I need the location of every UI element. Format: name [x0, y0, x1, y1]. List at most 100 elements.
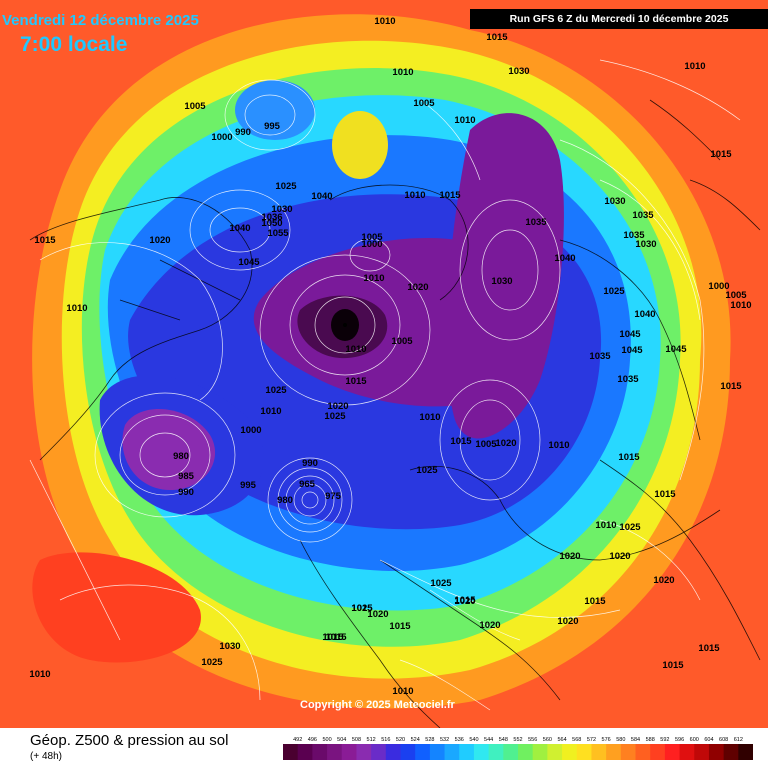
scale-tick-label: 532 [440, 737, 449, 743]
pressure-label: 1040 [311, 191, 332, 202]
pressure-label: 1020 [327, 401, 348, 412]
pressure-label: 1025 [201, 657, 223, 668]
pressure-label: 1010 [392, 67, 413, 78]
scale-swatch [635, 744, 651, 760]
pressure-label: 1040 [634, 309, 655, 320]
pressure-label: 1025 [430, 578, 452, 589]
scale-swatch [473, 744, 490, 760]
pressure-label: 980 [173, 451, 189, 462]
pressure-label: 1010 [684, 61, 705, 72]
scale-swatch [723, 744, 739, 760]
pressure-label: 985 [178, 471, 195, 482]
pressure-label: 975 [325, 491, 342, 502]
scale-swatch [327, 744, 343, 760]
pressure-label: 1040 [554, 253, 575, 264]
scale-swatch [459, 744, 475, 760]
scale-swatch [488, 744, 504, 760]
scale-tick-label: 572 [587, 737, 596, 743]
scale-swatch [312, 744, 328, 760]
pressure-label: 1015 [486, 32, 508, 43]
pressure-label: 1000 [240, 425, 261, 436]
isobars [29, 59, 741, 711]
scale-tick-label: 544 [484, 737, 493, 743]
vortex-purple-b [446, 113, 564, 439]
scale-tick-label: 560 [543, 737, 552, 743]
pressure-label: 1010 [363, 273, 384, 284]
pressure-label: 1025 [275, 181, 297, 192]
scale-swatch [664, 744, 681, 760]
pressure-label: 1015 [389, 621, 411, 632]
pressure-label: 1030 [508, 66, 529, 77]
pressure-label: 1015 [322, 632, 344, 643]
pressure-label: 1025 [265, 385, 287, 396]
pressure-label: 1010 [548, 440, 569, 451]
pressure-label: 1020 [557, 616, 578, 627]
pressure-label: 1020 [407, 282, 428, 293]
scale-swatch [694, 744, 710, 760]
scale-tick-label: 592 [660, 737, 669, 743]
scale-tick-label: 584 [631, 737, 640, 743]
scale-swatch [400, 744, 416, 760]
scale-swatch [503, 744, 519, 760]
pressure-label: 1025 [416, 465, 438, 476]
scale-swatch [650, 744, 666, 760]
pressure-label: 1045 [665, 344, 687, 355]
pressure-label: 1035 [525, 217, 547, 228]
color-scale: 492 496 500 504 508 512 516 520 524 528 532 536 540 5… [283, 737, 753, 760]
pressure-label: 1015 [710, 149, 732, 160]
pressure-label: 980 [277, 495, 293, 506]
scale-tick-label: 496 [308, 737, 317, 743]
pressure-label: 1045 [619, 329, 641, 340]
scale-swatch [297, 744, 313, 760]
scale-tick-label: 520 [396, 737, 405, 743]
scale-tick-label: 596 [675, 737, 684, 743]
pressure-label: 1055 [267, 228, 289, 239]
pressure-label: 1045 [621, 345, 643, 356]
pressure-label: 1015 [325, 632, 347, 643]
pressure-label: 1005 [475, 439, 497, 450]
pressure-label: 1015 [720, 381, 742, 392]
scale-swatch [576, 744, 592, 760]
pressure-label: 1015 [450, 436, 472, 447]
scale-tick-label: 492 [293, 737, 302, 743]
scale-tick-label: 612 [734, 737, 743, 743]
scale-tick-label: 540 [469, 737, 478, 743]
pressure-label: 1020 [454, 596, 475, 607]
pressure-label: 1015 [618, 452, 640, 463]
scale-swatch [547, 744, 563, 760]
pressure-label: 1030 [219, 641, 240, 652]
pressure-label: 1010 [730, 300, 751, 311]
pressure-label: 1030 [604, 196, 625, 207]
pressure-label: 990 [178, 487, 194, 498]
pressure-label: 1040 [229, 223, 250, 234]
scale-swatch [620, 744, 636, 760]
scale-tick-label: 568 [572, 737, 581, 743]
pressure-label: 1010 [345, 344, 366, 355]
pressure-label: 1005 [725, 290, 747, 301]
pressure-label: 1020 [367, 609, 388, 620]
forecast-range: (+ 48h) [30, 751, 62, 762]
scale-swatch [708, 744, 725, 760]
pressure-label: 1020 [559, 551, 580, 562]
pressure-label: 1000 [361, 239, 382, 250]
weather-map: 1010101510101010100599010009951025104010… [29, 14, 761, 728]
pressure-labels: 1010101510101010100599010009951025104010… [29, 16, 751, 697]
pressure-label: 1015 [439, 190, 461, 201]
pressure-label: 1010 [66, 303, 87, 314]
pressure-label: 1015 [654, 489, 676, 500]
scale-tick-label: 536 [455, 737, 464, 743]
scale-swatch [429, 744, 446, 760]
pressure-label: 1010 [419, 412, 440, 423]
scale-swatch [532, 744, 548, 760]
coastlines [29, 99, 761, 728]
pressure-label: 1010 [454, 115, 475, 126]
pressure-label: 1010 [29, 669, 50, 680]
pressure-label: 1010 [595, 520, 616, 531]
pressure-label: 1010 [374, 16, 395, 27]
legend-footer: Géop. Z500 & pression au sol (+ 48h) 492… [0, 728, 768, 768]
forecast-date: Vendredi 12 décembre 2025 [2, 12, 199, 29]
pressure-label: 1005 [413, 98, 435, 109]
pressure-label: 1005 [361, 232, 383, 243]
pressure-label: 1050 [261, 218, 282, 229]
scale-tick-label: 564 [557, 737, 566, 743]
